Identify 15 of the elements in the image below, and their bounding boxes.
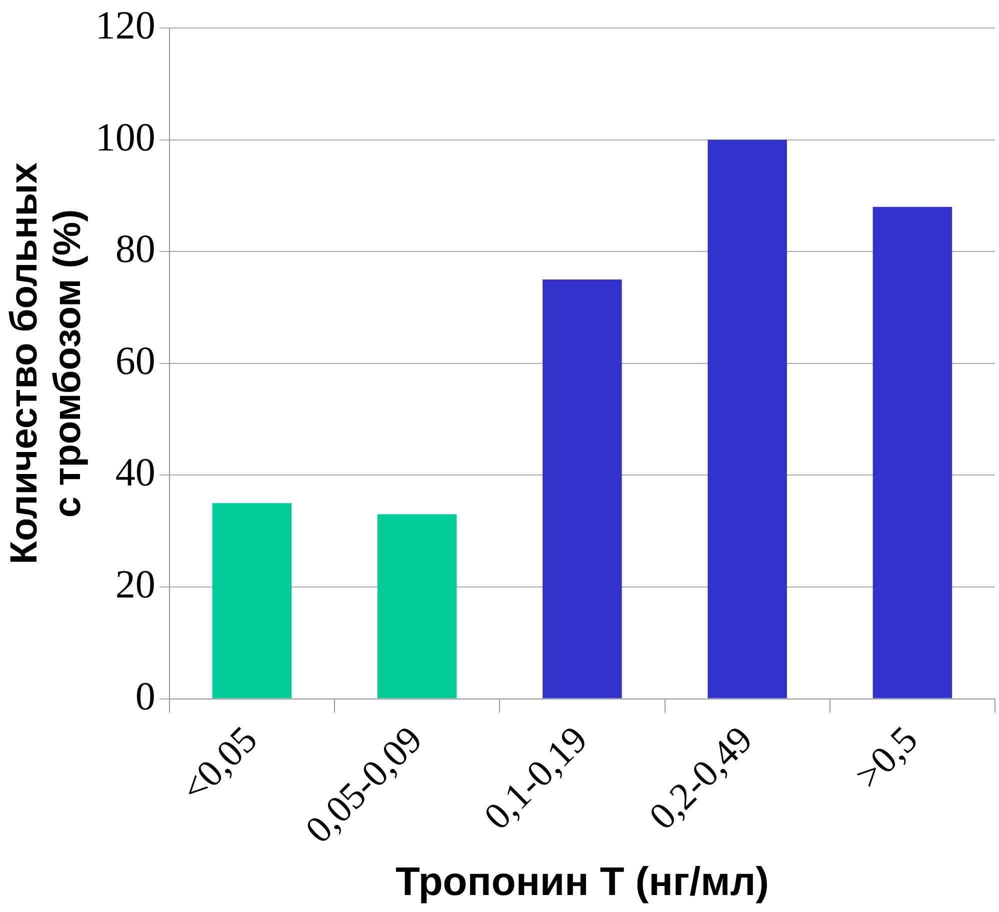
y-tick-label: 120	[95, 2, 156, 48]
bar	[542, 280, 622, 698]
x-tick-label: >0,5	[847, 718, 926, 798]
y-tick-label: 0	[135, 673, 156, 718]
y-tick-label: 80	[115, 226, 156, 272]
bar	[377, 514, 457, 698]
bar	[212, 503, 292, 698]
y-axis-title: Количество больных с тромбозом (%)	[3, 162, 90, 564]
y-tick-label: 100	[95, 114, 156, 160]
y-tick-label: 20	[115, 561, 156, 606]
x-axis-title: Тропонин Т (нг/мл)	[395, 860, 769, 904]
bar	[708, 140, 787, 698]
bar	[872, 206, 952, 698]
y-tick-label: 60	[115, 338, 156, 383]
y-tick-label: 40	[115, 450, 156, 495]
